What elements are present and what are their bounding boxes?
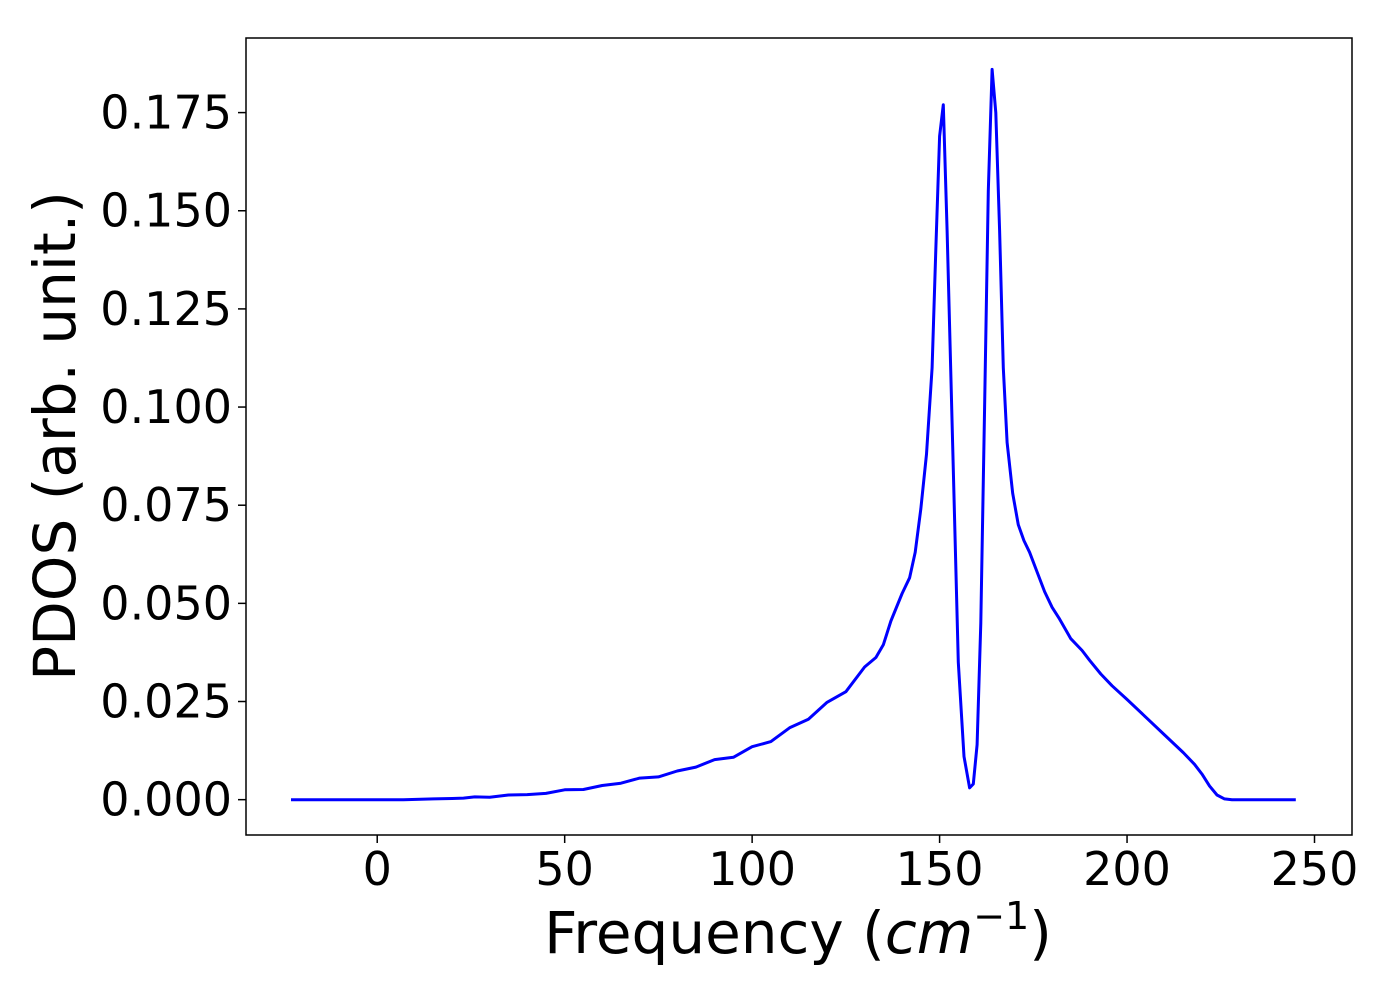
x-tick-label: 150: [896, 842, 984, 896]
y-tick-label: 0.175: [100, 86, 232, 140]
x-tick-label: 250: [1271, 842, 1359, 896]
y-tick-label: 0.075: [100, 478, 232, 532]
x-tick-label: 0: [363, 842, 392, 896]
y-axis-title: PDOS (arb. unit.): [21, 191, 89, 681]
x-axis-title: Frequency (cm−1): [544, 894, 1052, 967]
plot-frame: [245, 37, 1353, 836]
x-tick-label: 50: [535, 842, 594, 896]
y-tick-label: 0.100: [100, 380, 232, 434]
y-tick-label: 0.025: [100, 675, 232, 729]
x-axis-ticks: 0 50 100 150 200 250: [363, 835, 1359, 896]
y-axis-ticks: 0.000 0.025 0.050 0.075 0.100 0.125 0.150 0.175: [100, 86, 246, 827]
y-tick-label: 0.150: [100, 184, 232, 238]
y-tick-label: 0.125: [100, 282, 232, 336]
x-tick-label: 200: [1083, 842, 1171, 896]
pdos-series-line: [291, 67, 1296, 802]
y-tick-label: 0.000: [100, 773, 232, 827]
y-tick-label: 0.050: [100, 576, 232, 630]
plot-series: [291, 67, 1296, 802]
x-tick-label: 100: [708, 842, 796, 896]
